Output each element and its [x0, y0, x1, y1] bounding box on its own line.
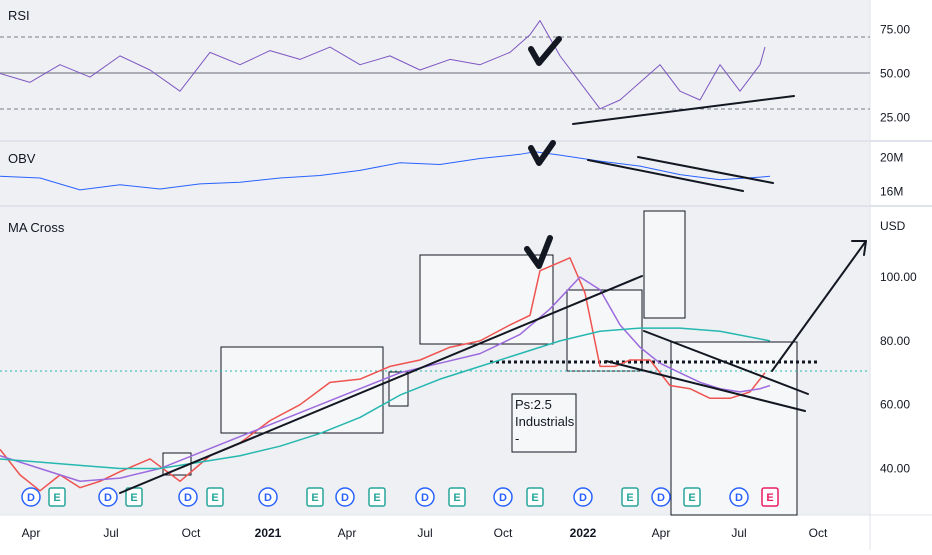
rsi-ytick-label: 75.00: [880, 22, 910, 36]
svg-text:D: D: [499, 492, 507, 504]
svg-text:E: E: [531, 492, 538, 504]
svg-text:D: D: [184, 492, 192, 504]
svg-text:E: E: [211, 492, 218, 504]
xtick-label-10: Oct: [809, 526, 828, 540]
price-series-line-0: [0, 257, 766, 492]
event-marker-e[interactable]: E: [125, 487, 143, 507]
xtick-label-2: Oct: [182, 526, 201, 540]
svg-text:E: E: [453, 492, 460, 504]
svg-text:D: D: [104, 492, 112, 504]
note-line-dash: -: [515, 431, 519, 446]
target-box-upper: [643, 210, 686, 319]
price-projection-arrow: [771, 240, 867, 372]
svg-text:D: D: [264, 492, 272, 504]
price-ytick-label: 100.00: [880, 270, 917, 284]
svg-text:E: E: [766, 492, 773, 504]
consolidation-box-late-2021: [419, 254, 554, 345]
xtick-label-8: Apr: [652, 526, 671, 540]
event-marker-e[interactable]: E: [621, 487, 639, 507]
obv-trendline-lower: [587, 159, 744, 192]
xtick-label-1: Jul: [103, 526, 118, 540]
event-marker-d[interactable]: D: [258, 487, 278, 507]
event-marker-d[interactable]: D: [178, 487, 198, 507]
xtick-label-4: Apr: [338, 526, 357, 540]
event-marker-d[interactable]: D: [493, 487, 513, 507]
obv-ytick-label: 20M: [880, 151, 903, 165]
rsi-title: RSI: [8, 8, 30, 23]
event-marker-e[interactable]: E: [368, 487, 386, 507]
event-marker-d[interactable]: D: [573, 487, 593, 507]
small-box-jul: [388, 371, 409, 407]
xtick-label-0: Apr: [22, 526, 41, 540]
svg-text:E: E: [311, 492, 318, 504]
rsi-ytick-label: 50.00: [880, 67, 910, 81]
svg-text:D: D: [27, 492, 35, 504]
svg-text:E: E: [373, 492, 380, 504]
event-marker-d[interactable]: D: [335, 487, 355, 507]
obv-trendline-upper: [637, 156, 774, 184]
xtick-label-6: Oct: [494, 526, 513, 540]
price-title: MA Cross: [8, 220, 65, 235]
price-series-line-1: [0, 276, 771, 483]
svg-text:E: E: [130, 492, 137, 504]
event-marker-d[interactable]: D: [651, 487, 671, 507]
svg-text:D: D: [421, 492, 429, 504]
price-ytick-label: 40.00: [880, 462, 910, 476]
svg-text:E: E: [53, 492, 60, 504]
event-marker-e[interactable]: E: [526, 487, 544, 507]
event-marker-d[interactable]: D: [729, 487, 749, 507]
note-line-sector: Industrials: [515, 414, 575, 429]
price-ytick-label: 60.00: [880, 398, 910, 412]
event-marker-d[interactable]: D: [98, 487, 118, 507]
event-marker-e[interactable]: E: [206, 487, 224, 507]
event-marker-e[interactable]: E: [48, 487, 66, 507]
rsi-series-line-0: [0, 20, 766, 110]
price-trendline-long: [119, 275, 643, 494]
price-series-line-2: [0, 327, 771, 470]
ps-info-note: Ps:2.5 Industrials -: [511, 393, 577, 453]
svg-text:D: D: [579, 492, 587, 504]
event-marker-e[interactable]: E: [683, 487, 701, 507]
rsi-ytick-label: 25.00: [880, 111, 910, 125]
price-wedge-lower: [605, 360, 806, 412]
event-marker-d[interactable]: D: [21, 487, 41, 507]
event-marker-d[interactable]: D: [415, 487, 435, 507]
obv-title: OBV: [8, 151, 36, 166]
xtick-label-7: 2022: [570, 526, 597, 540]
checkmark-obv: [528, 140, 556, 166]
svg-text:D: D: [657, 492, 665, 504]
checkmark-rsi: [528, 36, 562, 66]
price-unit: USD: [880, 219, 906, 233]
price-ytick-label: 80.00: [880, 334, 910, 348]
event-marker-e[interactable]: E: [448, 487, 466, 507]
price-wedge-upper: [643, 330, 809, 395]
svg-text:E: E: [626, 492, 633, 504]
obv-series-line-0: [0, 151, 771, 191]
svg-text:D: D: [735, 492, 743, 504]
xtick-label-5: Jul: [417, 526, 432, 540]
svg-text:D: D: [341, 492, 349, 504]
checkmark-price: [524, 235, 553, 269]
arrow-head: [851, 240, 867, 256]
obv-ytick-label: 16M: [880, 185, 903, 199]
event-marker-e[interactable]: E: [761, 487, 779, 507]
svg-text:E: E: [688, 492, 695, 504]
rsi-trendline-support: [572, 95, 795, 125]
note-line-ps: Ps:2.5: [515, 397, 552, 412]
event-marker-e[interactable]: E: [306, 487, 324, 507]
xtick-label-9: Jul: [731, 526, 746, 540]
xtick-label-3: 2021: [255, 526, 282, 540]
